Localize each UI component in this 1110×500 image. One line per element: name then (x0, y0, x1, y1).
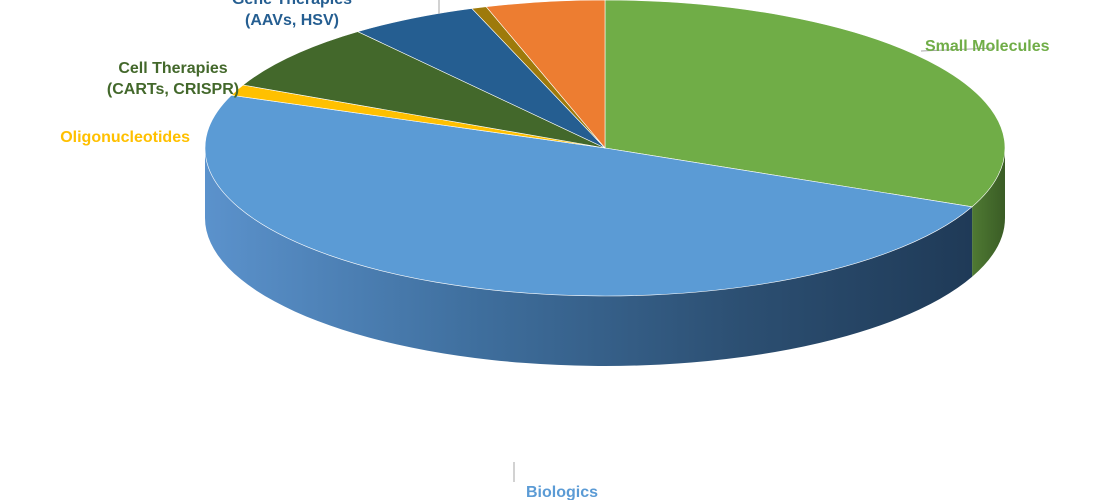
slice-side-small (972, 148, 1005, 277)
slice-labels: Small Molecules Biologics Oligonucleotides… (60, 0, 1049, 500)
pie-sides (205, 148, 1005, 367)
slice-other2 (485, 0, 606, 149)
slice-label-cell: Cell Therapies (118, 60, 227, 77)
slice-bio (204, 94, 973, 297)
slice-label-small: Small Molecules (925, 38, 1050, 55)
slice-label-gene: Gene Therapies (232, 0, 352, 8)
pie-tops (204, 0, 1006, 297)
leader-lines (438, 0, 996, 482)
slice-label-oligo: Oligonucleotides (60, 129, 190, 146)
slice-label-gene-line2: (AAVs, HSV) (245, 12, 339, 29)
slice-small (604, 0, 1006, 208)
slice-side-bio (205, 148, 973, 367)
slice-label-bio: Biologics (526, 484, 598, 500)
leader-line-small (920, 47, 996, 52)
slice-label-cell-line2: (CARTs, CRISPR) (107, 81, 239, 98)
slice-cell (242, 31, 606, 149)
